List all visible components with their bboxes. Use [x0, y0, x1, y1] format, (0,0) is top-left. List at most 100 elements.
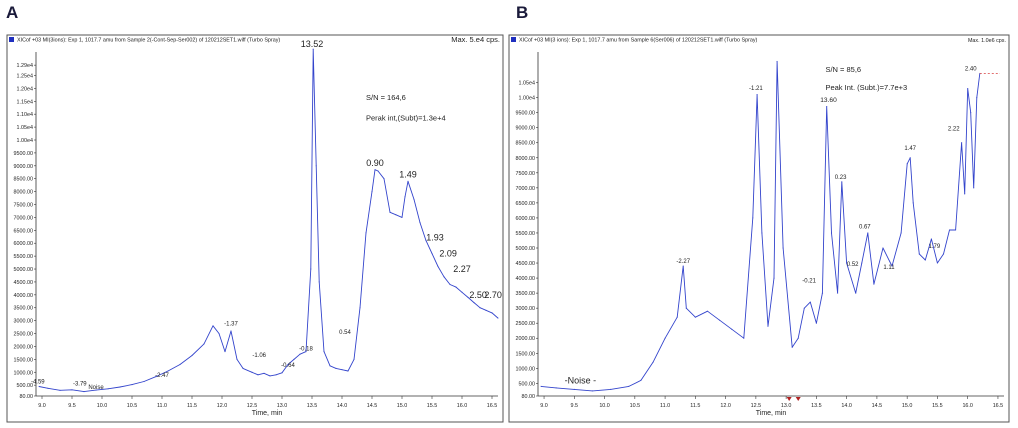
data-point: [540, 385, 542, 387]
data-point: [315, 165, 317, 167]
data-point: [685, 307, 687, 309]
data-point: [591, 390, 594, 392]
data-point: [948, 229, 951, 231]
data-point: [212, 325, 214, 327]
x-tick-label: 13.5: [811, 403, 822, 409]
data-point: [467, 296, 469, 299]
y-tick-label: 1.05e4: [17, 125, 34, 131]
chromatogram-panel-b: B XICof +03 MI(3 ions): Exp 1, 1017.7 amu…: [508, 3, 1010, 423]
data-point: [976, 97, 978, 99]
panel-label: B: [516, 3, 528, 22]
x-tick-label: 16.0: [962, 403, 973, 409]
data-point: [269, 375, 271, 377]
y-tick-label: 5500.00: [516, 231, 536, 237]
data-point: [718, 319, 721, 321]
peak-label: -4.59: [31, 380, 45, 386]
x-tick-label: 9.5: [68, 403, 76, 409]
x-tick-label: 9.0: [540, 403, 548, 409]
peak-label: 13.60: [820, 97, 837, 104]
peak-label: -0.64: [281, 363, 295, 369]
data-point: [203, 343, 205, 345]
data-point: [906, 163, 908, 165]
y-tick-label: 1000.00: [14, 370, 34, 376]
peak-label: -0.21: [802, 279, 816, 285]
y-tick-label: 8000.00: [516, 156, 536, 162]
data-point: [419, 221, 421, 224]
data-point: [491, 312, 493, 314]
data-point: [473, 301, 475, 304]
data-point: [776, 60, 778, 63]
data-point: [610, 388, 612, 390]
peak-label: 0.52: [847, 262, 859, 268]
data-point: [383, 178, 385, 180]
data-point: [318, 281, 320, 283]
data-point: [47, 387, 49, 389]
y-tick-label: 4000.00: [516, 276, 536, 282]
data-point: [179, 363, 181, 366]
x-tick-label: 15.0: [397, 403, 408, 409]
y-tick-label: 5500.00: [14, 254, 34, 260]
chromatogram-trace: [540, 61, 981, 392]
data-point: [335, 367, 337, 369]
data-point: [119, 386, 121, 388]
time-marker-icon: [786, 397, 792, 401]
peak-label: 13.52: [301, 39, 324, 49]
peak-label: 1.11: [883, 265, 895, 271]
data-point: [954, 229, 957, 231]
data-point: [389, 211, 391, 213]
y-tick-label: 9500.00: [516, 111, 536, 117]
peak-label: -2.27: [676, 259, 690, 265]
x-tick-label: 14.0: [841, 403, 852, 409]
data-point: [682, 265, 684, 267]
data-point: [275, 374, 277, 376]
data-point: [694, 316, 696, 318]
data-point: [95, 389, 97, 391]
x-tick-label: 10.5: [127, 403, 138, 409]
data-point: [107, 388, 109, 390]
x-tick-label: 12.5: [751, 403, 762, 409]
x-axis-label: Time, min: [252, 410, 283, 417]
peak-label: 2.27: [453, 264, 471, 274]
chart-frame: [508, 34, 1010, 423]
data-point: [413, 198, 415, 200]
y-tick-label: 1.29e4: [17, 63, 34, 69]
data-point: [767, 325, 769, 327]
data-point: [242, 367, 244, 369]
y-tick-label: 1500.00: [14, 357, 34, 363]
data-point: [371, 191, 373, 193]
data-point: [323, 351, 325, 353]
data-point: [365, 232, 367, 234]
data-point: [652, 361, 654, 363]
data-point: [803, 307, 805, 309]
data-point: [628, 385, 630, 387]
peak-label: 0.23: [835, 175, 847, 181]
series-color-icon: [511, 37, 516, 42]
y-tick-label: 7000.00: [516, 186, 536, 192]
max-intensity-label: Max. 1.0e6 cps.: [968, 38, 1006, 44]
data-point: [167, 370, 169, 372]
data-point: [846, 262, 848, 264]
chromatogram-trace: [38, 48, 499, 393]
data-point: [395, 214, 397, 216]
data-point: [312, 48, 314, 50]
annotation-text: -Noise -: [565, 375, 597, 385]
data-point: [967, 87, 969, 90]
data-point: [826, 106, 828, 108]
y-tick-label: 1.25e4: [17, 73, 34, 79]
y-tick-label: 3500.00: [14, 306, 34, 312]
y-tick-label: 1.15e4: [17, 99, 34, 105]
chart-frame: [6, 34, 504, 423]
peak-label: -1.06: [252, 353, 266, 359]
data-point: [299, 353, 301, 355]
peak-label: 2.22: [948, 127, 960, 133]
data-point: [936, 262, 939, 264]
data-point: [230, 330, 232, 332]
data-point: [756, 93, 758, 96]
peak-label: 1.79: [929, 244, 941, 250]
data-point: [59, 389, 61, 391]
x-tick-label: 13.5: [307, 403, 318, 409]
data-point: [437, 265, 439, 268]
data-point: [830, 232, 833, 234]
y-tick-label: 9000.00: [14, 164, 34, 170]
peak-label: 1.93: [426, 233, 444, 243]
